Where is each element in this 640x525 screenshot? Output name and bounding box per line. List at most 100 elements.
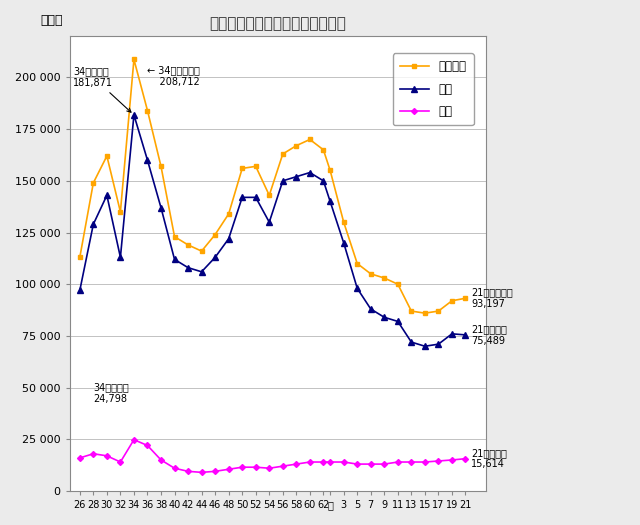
卒業者計 bbox=[340, 219, 348, 225]
卒業者計 bbox=[435, 308, 442, 314]
私立 bbox=[252, 464, 260, 470]
Text: ← 34年度卒業者
    208,712: ← 34年度卒業者 208,712 bbox=[147, 66, 200, 87]
私立 bbox=[90, 450, 97, 457]
公立 bbox=[266, 219, 273, 225]
公立 bbox=[157, 205, 165, 211]
公立 bbox=[238, 194, 246, 201]
公立 bbox=[340, 240, 348, 246]
公立 bbox=[184, 265, 192, 271]
Text: 34年度私立
24,798: 34年度私立 24,798 bbox=[93, 383, 129, 404]
私立 bbox=[130, 437, 138, 443]
公立 bbox=[116, 254, 124, 260]
私立 bbox=[408, 459, 415, 465]
卒業者計 bbox=[461, 295, 469, 301]
卒業者計 bbox=[292, 142, 300, 149]
公立 bbox=[198, 269, 205, 275]
私立 bbox=[211, 468, 219, 475]
私立 bbox=[116, 459, 124, 465]
公立 bbox=[225, 236, 232, 242]
卒業者計 bbox=[211, 232, 219, 238]
Text: 34年度公立
181,871: 34年度公立 181,871 bbox=[73, 67, 131, 112]
卒業者計 bbox=[319, 146, 327, 153]
公立 bbox=[292, 174, 300, 180]
卒業者計 bbox=[238, 165, 246, 172]
卒業者計 bbox=[394, 281, 402, 287]
私立 bbox=[225, 466, 232, 472]
私立 bbox=[435, 458, 442, 464]
私立 bbox=[143, 443, 151, 449]
私立 bbox=[394, 459, 402, 465]
公立 bbox=[326, 198, 334, 205]
公立 bbox=[76, 287, 84, 293]
私立 bbox=[319, 459, 327, 465]
私立 bbox=[157, 457, 165, 463]
公立 bbox=[306, 170, 314, 176]
公立 bbox=[211, 254, 219, 260]
公立 bbox=[353, 285, 361, 291]
公立 bbox=[408, 339, 415, 345]
卒業者計 bbox=[103, 153, 111, 159]
卒業者計 bbox=[76, 254, 84, 260]
公立 bbox=[448, 331, 456, 337]
Text: （人）: （人） bbox=[40, 14, 63, 27]
Text: 21年度公立
75,489: 21年度公立 75,489 bbox=[471, 324, 507, 345]
卒業者計 bbox=[130, 56, 138, 62]
私立 bbox=[340, 459, 348, 465]
公立 bbox=[90, 221, 97, 227]
公立 bbox=[319, 177, 327, 184]
卒業者計 bbox=[184, 242, 192, 248]
Text: 21年度卒業者
93,197: 21年度卒業者 93,197 bbox=[471, 288, 513, 309]
私立 bbox=[292, 461, 300, 467]
卒業者計 bbox=[171, 234, 179, 240]
公立 bbox=[252, 194, 260, 201]
私立 bbox=[306, 459, 314, 465]
私立 bbox=[461, 456, 469, 462]
卒業者計 bbox=[448, 298, 456, 304]
Legend: 卒業者計, 公立, 私立: 卒業者計, 公立, 私立 bbox=[392, 54, 474, 125]
卒業者計 bbox=[279, 151, 287, 157]
私立 bbox=[198, 469, 205, 476]
卒業者計 bbox=[225, 211, 232, 217]
卒業者計 bbox=[306, 136, 314, 143]
卒業者計 bbox=[116, 208, 124, 215]
卒業者計 bbox=[143, 108, 151, 114]
公立 bbox=[367, 306, 374, 312]
Text: 21年度私立
15,614: 21年度私立 15,614 bbox=[471, 448, 507, 469]
公立 bbox=[130, 112, 138, 118]
公立 bbox=[380, 314, 388, 320]
公立 bbox=[103, 192, 111, 198]
私立 bbox=[171, 465, 179, 471]
Line: 卒業者計: 卒業者計 bbox=[77, 57, 468, 316]
私立 bbox=[238, 464, 246, 470]
公立 bbox=[435, 341, 442, 348]
私立 bbox=[103, 453, 111, 459]
公立 bbox=[279, 177, 287, 184]
卒業者計 bbox=[353, 260, 361, 267]
私立 bbox=[421, 459, 429, 465]
公立 bbox=[171, 256, 179, 262]
Line: 私立: 私立 bbox=[77, 438, 468, 475]
卒業者計 bbox=[252, 163, 260, 170]
卒業者計 bbox=[198, 248, 205, 254]
卒業者計 bbox=[266, 192, 273, 198]
私立 bbox=[279, 463, 287, 469]
Title: 公立小学校卒業者の進路状況推移: 公立小学校卒業者の進路状況推移 bbox=[209, 16, 346, 31]
卒業者計 bbox=[408, 308, 415, 314]
公立 bbox=[421, 343, 429, 349]
私立 bbox=[326, 459, 334, 465]
卒業者計 bbox=[326, 167, 334, 174]
卒業者計 bbox=[90, 180, 97, 186]
私立 bbox=[266, 465, 273, 471]
卒業者計 bbox=[380, 275, 388, 281]
Line: 公立: 公立 bbox=[77, 112, 468, 349]
公立 bbox=[461, 332, 469, 338]
私立 bbox=[380, 461, 388, 467]
私立 bbox=[184, 468, 192, 475]
卒業者計 bbox=[157, 163, 165, 170]
私立 bbox=[353, 461, 361, 467]
卒業者計 bbox=[367, 271, 374, 277]
私立 bbox=[76, 455, 84, 461]
私立 bbox=[448, 457, 456, 463]
卒業者計 bbox=[421, 310, 429, 316]
私立 bbox=[367, 461, 374, 467]
